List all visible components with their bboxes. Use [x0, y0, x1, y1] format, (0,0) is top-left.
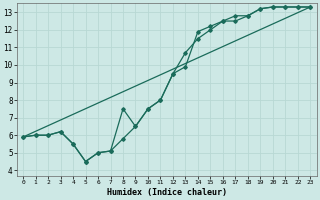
X-axis label: Humidex (Indice chaleur): Humidex (Indice chaleur): [107, 188, 227, 197]
